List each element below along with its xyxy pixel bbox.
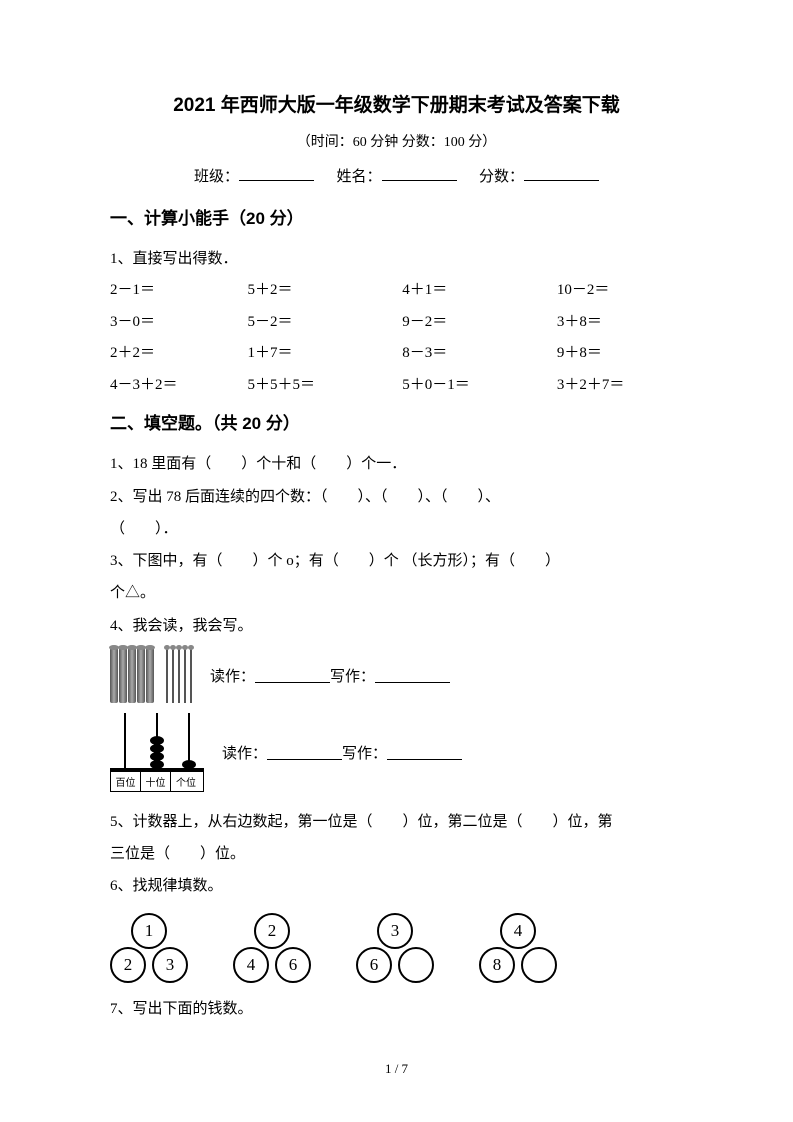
number-triad: 123 [110,913,188,983]
calc-cell: 8－3＝ [402,338,557,370]
section-1-header: 一、计算小能手（20 分） [110,204,683,229]
s2-q7: 7、写出下面的钱数。 [110,993,683,1025]
triad-top-circle: 2 [254,913,290,949]
abacus-place-label: 个位 [171,772,201,791]
abacus-icon: 百位十位个位 [110,713,204,792]
s2-q4-lead: 4、我会读，我会写。 [110,610,683,642]
calc-cell: 2＋2＝ [110,338,248,370]
triad-top-circle: 4 [500,913,536,949]
table-row: 4－3＋2＝5＋5＋5＝5＋0－1＝3＋2＋7＝ [110,370,683,402]
s2-q6-lead: 6、找规律填数。 [110,870,683,902]
exam-title: 2021 年西师大版一年级数学下册期末考试及答案下载 [110,90,683,117]
write-blank-1[interactable] [375,667,450,683]
read-label-2: 读作： [222,742,267,763]
write-label-1: 写作： [330,665,375,686]
number-triad: 48 [479,913,557,983]
table-row: 3－0＝5－2＝9－2＝3＋8＝ [110,307,683,339]
abacus-place-label: 百位 [111,772,141,791]
score-label: 分数： [479,169,524,185]
s2-q3-a: 3、下图中，有（ ）个 o；有（ ）个 （长方形）；有（ ） [110,545,683,577]
calc-cell: 5＋0－1＝ [402,370,557,402]
read-blank-1[interactable] [255,667,330,683]
s2-q1: 1、18 里面有（ ）个十和（ ）个一． [110,448,683,480]
abacus-column [148,713,166,768]
calc-cell: 1＋7＝ [248,338,403,370]
write-label-2: 写作： [342,742,387,763]
abacus-place-label: 十位 [141,772,171,791]
triad-top-circle: 1 [131,913,167,949]
sticks-row: 读作： 写作： [110,648,683,703]
s2-q2-b: （ ）． [110,513,683,545]
calc-cell: 10－2＝ [557,275,683,307]
write-blank-2[interactable] [387,744,462,760]
s2-q5-b: 三位是（ ）位。 [110,838,683,870]
abacus-bead-icon [182,760,196,769]
page-number: 1 / 7 [0,1061,793,1077]
number-triad: 36 [356,913,434,983]
calc-cell: 4－3＋2＝ [110,370,248,402]
calc-cell: 9＋8＝ [557,338,683,370]
calc-cell: 3－0＝ [110,307,248,339]
counting-sticks-icon [110,648,210,703]
triad-bottom-left-circle: 6 [356,947,392,983]
abacus-column [180,713,198,768]
calc-cell: 3＋2＋7＝ [557,370,683,402]
section-1-q1-lead: 1、直接写出得数． [110,243,683,275]
table-row: 2＋2＝1＋7＝8－3＝9＋8＝ [110,338,683,370]
triad-bottom-left-circle: 2 [110,947,146,983]
calc-cell: 3＋8＝ [557,307,683,339]
calc-cell: 5＋2＝ [248,275,403,307]
section-2-header: 二、填空题。（共 20 分） [110,409,683,434]
class-blank[interactable] [239,165,314,181]
calc-cell: 4＋1＝ [402,275,557,307]
calc-cell: 2－1＝ [110,275,248,307]
student-info-line: 班级： 姓名： 分数： [110,165,683,186]
abacus-bead-icon [150,760,164,769]
exam-subtitle: （时间：60 分钟 分数：100 分） [110,131,683,151]
number-triad: 246 [233,913,311,983]
calc-cell: 5＋5＋5＝ [248,370,403,402]
triad-bottom-right-circle[interactable] [398,947,434,983]
triad-bottom-left-circle: 8 [479,947,515,983]
score-blank[interactable] [524,165,599,181]
abacus-column [116,713,134,768]
triad-bottom-right-circle[interactable]: 3 [152,947,188,983]
name-label: 姓名： [336,169,381,185]
calc-cell: 5－2＝ [248,307,403,339]
class-label: 班级： [194,169,239,185]
calculation-table: 2－1＝5＋2＝4＋1＝10－2＝3－0＝5－2＝9－2＝3＋8＝2＋2＝1＋7… [110,275,683,401]
read-blank-2[interactable] [267,744,342,760]
triad-bottom-right-circle[interactable] [521,947,557,983]
name-blank[interactable] [382,165,457,181]
triad-bottom-right-circle[interactable]: 6 [275,947,311,983]
calc-cell: 9－2＝ [402,307,557,339]
pattern-triads: 1232463648 [110,913,683,983]
table-row: 2－1＝5＋2＝4＋1＝10－2＝ [110,275,683,307]
abacus-row: 百位十位个位 读作： 写作： [110,713,683,792]
s2-q5-a: 5、计数器上，从右边数起，第一位是（ ）位，第二位是（ ）位，第 [110,806,683,838]
triad-bottom-left-circle: 4 [233,947,269,983]
s2-q2-a: 2、写出 78 后面连续的四个数：（ ）、（ ）、（ ）、 [110,481,683,513]
triad-top-circle: 3 [377,913,413,949]
read-label-1: 读作： [210,665,255,686]
s2-q3-b: 个△。 [110,577,683,609]
